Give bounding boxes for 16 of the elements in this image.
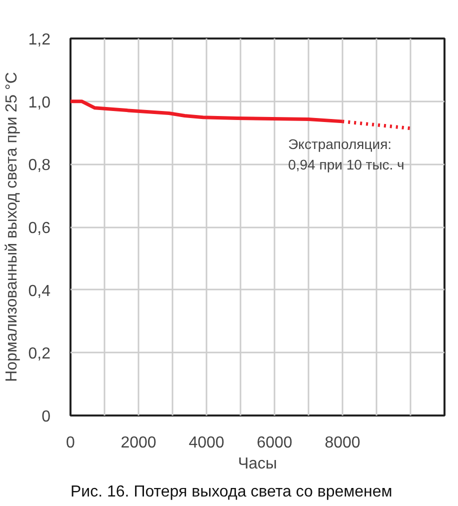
- y-tick-label: 0,2: [28, 346, 51, 363]
- y-tick-label: 1,0: [28, 94, 51, 112]
- annotation: Экстраполяция: 0,94 при 10 тыс. ч: [288, 136, 404, 173]
- y-tick-label: 0,8: [28, 157, 51, 174]
- text: Рис. 16. Потеря выхода света со временем: [70, 484, 392, 500]
- x-axis-title: Часы: [238, 456, 278, 472]
- y-axis-title: Нормализованный выход света при 25 °C: [3, 72, 20, 382]
- y-tick-label: 0,4: [28, 282, 51, 300]
- y-tick-label: 0: [42, 408, 51, 426]
- x-tick-label: 6000: [256, 434, 292, 452]
- x-tick-label: 4000: [188, 434, 224, 452]
- x-tick-label: 2000: [120, 434, 156, 452]
- y-tick-label: 0,6: [28, 220, 51, 237]
- x-tick-label: 8000: [324, 434, 360, 452]
- y-tick-label: 1,2: [28, 32, 51, 48]
- x-tick-label: 0: [66, 434, 76, 452]
